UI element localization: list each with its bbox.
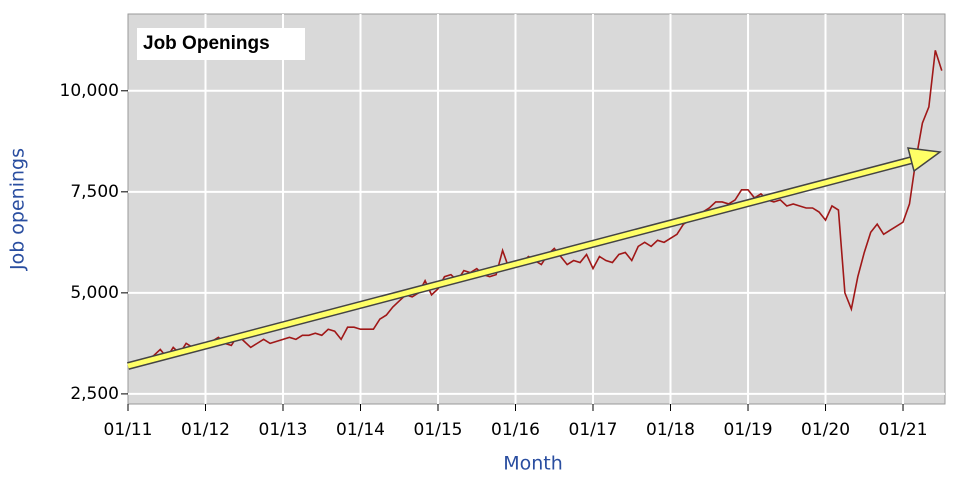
y-tick-label: 7,500 xyxy=(70,182,119,202)
x-tick-label: 01/19 xyxy=(724,420,773,440)
y-tick-label: 10,000 xyxy=(60,81,119,101)
plot-area xyxy=(127,13,946,405)
x-tick-label: 01/17 xyxy=(569,420,618,440)
x-tick-label: 01/15 xyxy=(414,420,463,440)
y-tick-label: 2,500 xyxy=(70,384,119,404)
trend-arrow xyxy=(126,147,942,370)
x-tick-label: 01/21 xyxy=(879,420,928,440)
x-tick-label: 01/12 xyxy=(181,420,230,440)
arrow-head xyxy=(906,147,942,173)
x-tick-label: 01/16 xyxy=(491,420,540,440)
chart-title: Job Openings xyxy=(143,33,270,54)
x-tick-label: 01/18 xyxy=(646,420,695,440)
y-tick-label: 5,000 xyxy=(70,283,119,303)
title-box xyxy=(137,28,305,60)
y-axis-label: Job openings xyxy=(7,148,29,271)
x-tick-label: 01/13 xyxy=(259,420,308,440)
x-tick-label: 01/11 xyxy=(104,420,153,440)
x-axis-label: Month xyxy=(503,453,563,475)
x-tick-label: 01/14 xyxy=(336,420,385,440)
x-tick-label: 01/20 xyxy=(801,420,850,440)
arrow-shaft xyxy=(127,157,913,369)
grid xyxy=(128,14,945,404)
